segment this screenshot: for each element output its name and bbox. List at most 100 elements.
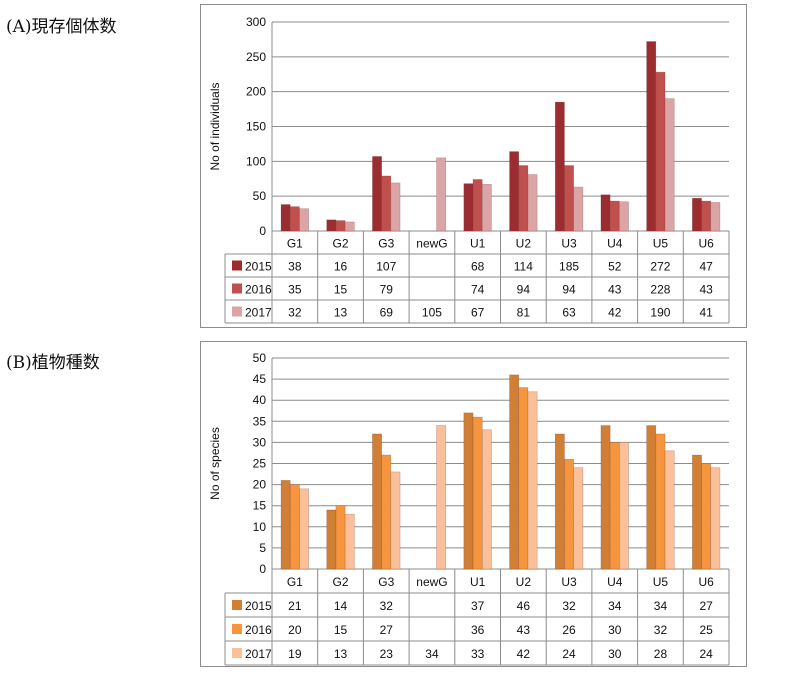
bar: [299, 488, 309, 570]
data-table-value: 21: [288, 599, 302, 613]
data-table-value: 27: [380, 623, 394, 637]
chart-b: 0 5 10 15 20 25 30 35 40 45 50 No of species G1 G2 G3 n…: [208, 351, 730, 666]
y-tick-label: 35: [253, 414, 267, 428]
x-category-label: U2: [516, 237, 532, 251]
bar: [472, 416, 483, 570]
bar: [280, 480, 291, 570]
data-table-value: 28: [654, 647, 668, 661]
bar: [289, 206, 300, 232]
bar: [481, 429, 492, 570]
data-table-value: 114: [514, 260, 533, 274]
x-category-label: G1: [287, 575, 303, 589]
bar: [655, 71, 666, 232]
x-category-label: U5: [653, 237, 669, 251]
y-axis-label: No of individuals: [208, 82, 222, 170]
data-table-value: 228: [650, 283, 670, 297]
data-table-value: 52: [608, 260, 622, 274]
x-category-label: G3: [378, 237, 394, 251]
y-tick-label: 15: [253, 499, 267, 513]
x-category-label: U5: [653, 575, 669, 589]
bar: [564, 458, 574, 570]
panel-b-label: (B)植物種数: [6, 353, 100, 373]
y-tick-label: 25: [253, 457, 267, 471]
legend-label: 2016: [245, 283, 272, 297]
chart-a: 0 50 100 150 200 250 300 No of individuals G1 G2 G…: [208, 15, 730, 324]
bar: [710, 467, 721, 570]
legend-swatch: [232, 260, 242, 271]
legend-label: 2015: [245, 599, 272, 613]
y-tick-label: 200: [246, 85, 266, 99]
bar: [299, 208, 309, 232]
data-table-value: 15: [334, 623, 348, 637]
x-category-label: U2: [516, 575, 532, 589]
data-table-value: 41: [699, 306, 713, 320]
bar: [436, 425, 447, 570]
data-table-value: 105: [422, 306, 442, 320]
chart-a-frame: 0 50 100 150 200 250 300 No of individuals G1 G2 G…: [200, 4, 747, 328]
x-category-label: G2: [333, 575, 349, 589]
bar: [573, 467, 584, 570]
bar: [619, 201, 629, 232]
data-table-value: 32: [562, 599, 576, 613]
y-tick-label: 40: [253, 393, 267, 407]
bar: [600, 425, 611, 570]
y-tick-label: 30: [253, 435, 267, 449]
bar: [326, 219, 337, 232]
y-tick-label: 300: [246, 15, 266, 29]
y-tick-label: 50: [253, 351, 267, 365]
bar: [463, 183, 474, 232]
y-axis-label: No of species: [208, 427, 222, 500]
y-tick-label: 45: [253, 372, 267, 386]
bar: [619, 442, 629, 570]
bar: [390, 471, 401, 570]
data-table-value: 26: [562, 623, 576, 637]
bar: [289, 484, 300, 570]
legend-label: 2017: [245, 647, 272, 661]
data-table-value: 34: [425, 647, 439, 661]
data-table-value: 34: [654, 599, 668, 613]
data-table-value: 47: [699, 260, 713, 274]
x-category-label: U6: [698, 575, 714, 589]
x-category-label: G3: [378, 575, 394, 589]
x-category-label: U6: [698, 237, 714, 251]
bar: [335, 505, 346, 570]
bar: [692, 197, 702, 232]
bar: [609, 200, 620, 232]
x-category-label: U4: [607, 237, 623, 251]
bar: [664, 450, 675, 570]
data-table-value: 13: [334, 647, 348, 661]
legend-swatch: [232, 648, 242, 658]
data-table-value: 36: [471, 623, 485, 637]
bar: [381, 175, 392, 232]
bar: [692, 454, 702, 570]
data-table-value: 34: [608, 599, 622, 613]
x-category-label: G2: [333, 237, 349, 251]
legend-swatch: [232, 624, 242, 634]
data-table-value: 79: [380, 283, 394, 297]
data-table-value: 190: [650, 306, 670, 320]
bar: [463, 412, 474, 570]
data-table-value: 43: [608, 283, 622, 297]
data-table-value: 23: [380, 647, 394, 661]
y-tick-label: 100: [246, 154, 266, 168]
bar: [509, 151, 520, 232]
bar: [518, 165, 529, 232]
bar: [701, 463, 712, 570]
data-table-value: 94: [562, 283, 576, 297]
data-table-value: 46: [517, 599, 531, 613]
legend-swatch: [232, 283, 242, 294]
bar: [509, 374, 520, 570]
data-table-value: 35: [288, 283, 302, 297]
bar: [573, 186, 584, 232]
x-category-label: newG: [416, 575, 447, 589]
data-table-value: 37: [471, 599, 485, 613]
data-table-value: 107: [376, 260, 396, 274]
y-tick-label: 50: [253, 189, 267, 203]
chart-b-frame: 0 5 10 15 20 25 30 35 40 45 50 No of species G1 G2 G3 n…: [200, 341, 747, 667]
bar: [701, 200, 712, 232]
bar: [344, 513, 355, 570]
data-table-value: 32: [288, 306, 302, 320]
data-table-value: 68: [471, 260, 485, 274]
bar: [381, 454, 392, 570]
data-table-value: 74: [471, 283, 485, 297]
